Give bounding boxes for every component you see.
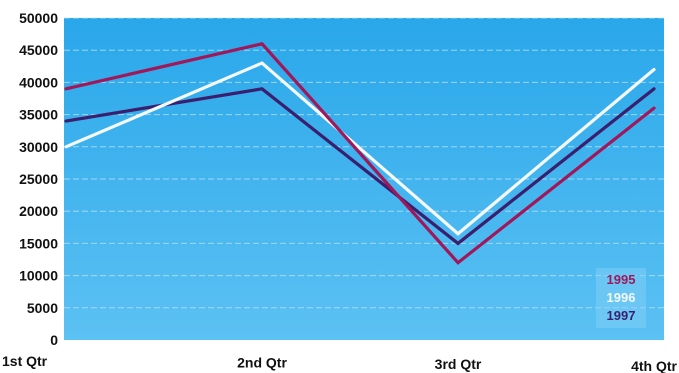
x-axis-tick-labels: 1st Qtr 2nd Qtr 3rd Qtr 4th Qtr — [2, 353, 678, 373]
x-tick-label: 3rd Qtr — [435, 356, 482, 372]
gridlines — [64, 17, 664, 309]
legend-entry-1997: 1997 — [607, 308, 636, 323]
y-tick-label: 5000 — [27, 300, 58, 316]
y-tick-label: 10000 — [19, 268, 58, 284]
series-lines — [64, 41, 656, 265]
y-tick-label: 30000 — [19, 139, 58, 155]
x-tick-label: 4th Qtr — [631, 358, 677, 373]
legend-entry-1996: 1996 — [607, 290, 636, 305]
y-tick-label: 15000 — [19, 235, 58, 251]
y-tick-label: 20000 — [19, 203, 58, 219]
legend: 1995 1996 1997 — [596, 268, 646, 328]
x-tick-label: 2nd Qtr — [237, 355, 287, 371]
x-tick-label: 1st Qtr — [2, 353, 48, 369]
legend-entry-1995: 1995 — [607, 272, 636, 287]
legend-box — [596, 268, 646, 328]
y-tick-label: 35000 — [19, 107, 58, 123]
series-line-1995 — [64, 41, 656, 265]
series-line-1996 — [64, 61, 656, 236]
y-axis-tick-labels: 0 5000 10000 15000 20000 25000 30000 35000 40000… — [19, 10, 58, 348]
y-tick-label: 0 — [50, 332, 58, 348]
y-tick-label: 25000 — [19, 171, 58, 187]
y-tick-label: 50000 — [19, 10, 58, 26]
y-tick-label: 45000 — [19, 42, 58, 58]
y-tick-label: 40000 — [19, 74, 58, 90]
